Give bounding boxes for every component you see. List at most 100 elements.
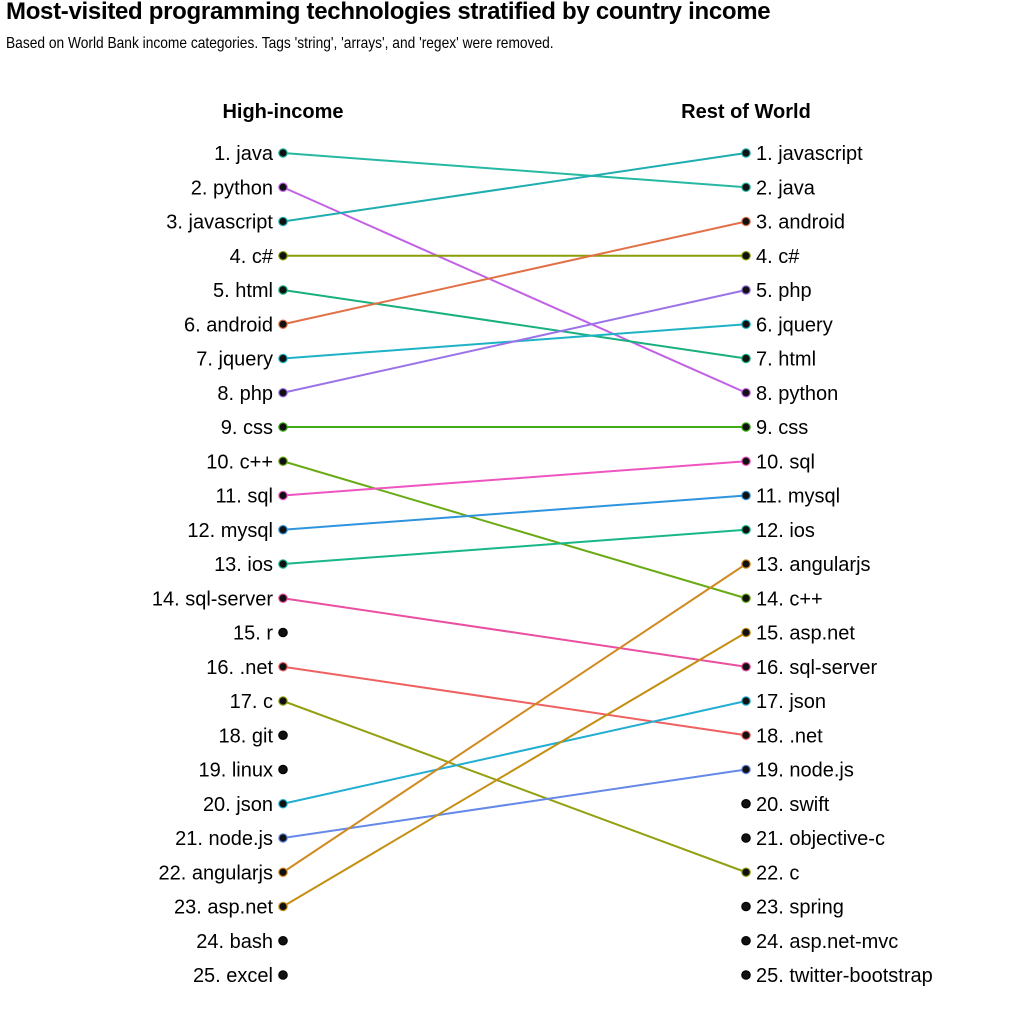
right-label-css: 9. css (756, 417, 808, 439)
left-point-json (278, 798, 288, 809)
connector-node-js (282, 768, 747, 839)
connector-asp-net (282, 631, 747, 908)
right-point-python (741, 387, 751, 398)
right-point-spring (741, 901, 751, 912)
left-label-javascript: 3. javascript (166, 212, 273, 234)
left-label-linux: 19. linux (199, 760, 274, 782)
right-point-android (741, 216, 751, 227)
connector-angularjs (282, 563, 747, 874)
right-point-c (741, 867, 751, 878)
left-point-angularjs (278, 867, 288, 878)
column-header-left: High-income (222, 101, 343, 123)
right-point-cpp (741, 593, 751, 604)
left-point-android (278, 319, 288, 330)
right-label-net: 18. .net (756, 725, 823, 747)
left-point-mysql (278, 524, 288, 535)
connector-sql-server (282, 597, 747, 668)
connector-android (282, 220, 747, 326)
right-label-objective-c: 21. objective-c (756, 828, 885, 850)
left-label-csharp: 4. c# (230, 246, 274, 268)
right-point-json (741, 696, 751, 706)
left-label-ios: 13. ios (214, 554, 273, 576)
left-label-sql-server: 14. sql-server (152, 588, 273, 610)
connector-javascript (282, 152, 747, 223)
left-point-r (278, 627, 288, 638)
left-label-bash: 24. bash (196, 931, 273, 953)
right-label-asp-net-mvc: 24. asp.net-mvc (756, 931, 898, 953)
right-point-csharp (741, 250, 751, 261)
chart-subtitle: Based on World Bank income categories. T… (6, 35, 554, 52)
right-point-ios (741, 524, 751, 535)
connector-html (282, 289, 747, 360)
left-label-json: 20. json (203, 794, 273, 816)
left-label-angularjs: 22. angularjs (158, 862, 273, 884)
column-header-right: Rest of World (681, 101, 811, 123)
left-point-php (278, 387, 288, 398)
left-point-git (278, 730, 288, 741)
connector-net (282, 665, 747, 737)
right-label-jquery: 6. jquery (756, 314, 833, 336)
left-point-net (278, 661, 288, 672)
right-label-mysql: 11. mysql (756, 486, 840, 508)
left-label-php: 8. php (217, 383, 273, 405)
connector-lines (282, 152, 747, 908)
left-point-csharp (278, 250, 288, 261)
rank-points (278, 148, 751, 980)
chart-title: Most-visited programming technologies st… (6, 0, 771, 25)
right-point-angularjs (741, 559, 751, 569)
right-label-angularjs: 13. angularjs (756, 554, 871, 576)
left-label-node-js: 21. node.js (175, 828, 273, 850)
left-label-android: 6. android (184, 314, 273, 336)
right-label-csharp: 4. c# (756, 246, 800, 268)
left-label-excel: 25. excel (193, 965, 273, 987)
right-point-jquery (741, 319, 751, 330)
right-point-sql (741, 456, 751, 467)
left-label-r: 15. r (233, 623, 273, 645)
left-label-java: 1. java (214, 143, 274, 165)
left-point-jquery (278, 353, 288, 364)
connector-mysql (282, 494, 747, 531)
right-label-twitter-bootstrap: 25. twitter-bootstrap (756, 965, 933, 987)
left-point-sql (278, 490, 288, 501)
right-point-sql-server (741, 661, 751, 672)
left-point-excel (278, 970, 288, 980)
connector-php (282, 289, 747, 394)
left-point-bash (278, 935, 288, 946)
left-point-linux (278, 764, 288, 775)
right-label-spring: 23. spring (756, 897, 844, 919)
rank-labels: High-income Rest of World 1. java 2. pyth… (152, 101, 933, 987)
right-label-python: 8. python (756, 383, 838, 405)
right-point-asp-net-mvc (741, 935, 751, 946)
right-point-twitter-bootstrap (741, 970, 751, 980)
left-point-asp-net (278, 901, 288, 912)
right-label-swift: 20. swift (756, 794, 830, 816)
right-point-node-js (741, 764, 751, 775)
left-point-sql-server (278, 593, 288, 604)
left-label-mysql: 12. mysql (187, 520, 273, 542)
left-point-css (278, 422, 288, 432)
right-label-node-js: 19. node.js (756, 760, 854, 782)
right-point-css (741, 422, 751, 432)
right-point-swift (741, 798, 751, 809)
right-point-net (741, 730, 751, 741)
connector-java (282, 152, 747, 189)
right-point-html (741, 353, 751, 364)
left-label-git: 18. git (219, 725, 274, 747)
right-label-asp-net: 15. asp.net (756, 623, 855, 645)
left-point-cpp (278, 456, 288, 467)
left-point-javascript (278, 216, 288, 227)
left-label-c: 17. c (230, 691, 273, 713)
left-label-sql: 11. sql (216, 486, 273, 508)
left-label-asp-net: 23. asp.net (174, 897, 273, 919)
connector-c (282, 700, 747, 874)
left-point-c (278, 696, 288, 706)
right-label-c: 22. c (756, 862, 799, 884)
left-label-jquery: 7. jquery (196, 349, 273, 371)
left-label-css: 9. css (221, 417, 273, 439)
right-point-javascript (741, 148, 751, 158)
left-point-java (278, 148, 288, 158)
right-label-javascript: 1. javascript (756, 143, 863, 165)
right-label-html: 7. html (756, 349, 816, 371)
left-label-cpp: 10. c++ (206, 451, 273, 473)
